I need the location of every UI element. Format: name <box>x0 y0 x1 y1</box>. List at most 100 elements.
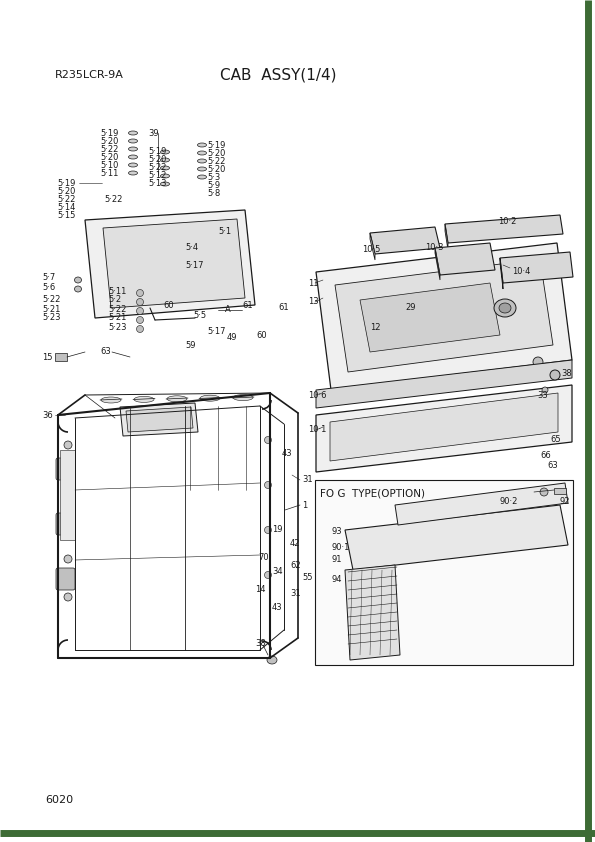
FancyBboxPatch shape <box>56 568 75 590</box>
Bar <box>315 480 573 665</box>
Text: 93: 93 <box>332 527 343 536</box>
Ellipse shape <box>129 155 137 159</box>
Text: 5·20: 5·20 <box>148 156 167 164</box>
Text: 5·17: 5·17 <box>185 260 203 269</box>
Circle shape <box>136 299 143 306</box>
Text: 43: 43 <box>282 449 293 457</box>
Text: 5·22: 5·22 <box>207 157 226 166</box>
Text: 5·12: 5·12 <box>148 172 167 180</box>
Text: 11: 11 <box>308 279 318 287</box>
Circle shape <box>265 526 271 534</box>
Text: 5·20: 5·20 <box>100 136 118 146</box>
Circle shape <box>265 436 271 444</box>
Text: 5·20: 5·20 <box>100 152 118 162</box>
Text: 5·19: 5·19 <box>148 147 167 157</box>
Text: 34: 34 <box>272 568 283 577</box>
Text: 38: 38 <box>561 370 572 379</box>
Circle shape <box>533 357 543 367</box>
Text: 10·3: 10·3 <box>425 243 443 253</box>
Text: 5·22: 5·22 <box>42 296 60 305</box>
Polygon shape <box>370 227 440 254</box>
Text: 42: 42 <box>290 539 300 547</box>
Text: 10·6: 10·6 <box>308 391 327 399</box>
Text: 5·13: 5·13 <box>148 179 167 189</box>
Text: 5·20: 5·20 <box>207 164 226 173</box>
Ellipse shape <box>101 397 121 403</box>
Ellipse shape <box>499 303 511 313</box>
Text: 61: 61 <box>278 303 289 312</box>
Text: 66: 66 <box>540 450 551 460</box>
Circle shape <box>265 482 271 488</box>
Ellipse shape <box>74 286 82 292</box>
Ellipse shape <box>134 397 154 402</box>
Ellipse shape <box>161 150 170 154</box>
Text: 12: 12 <box>370 323 380 333</box>
Ellipse shape <box>167 396 187 402</box>
Ellipse shape <box>161 158 170 162</box>
Text: 15: 15 <box>42 353 52 361</box>
Text: 5·14: 5·14 <box>57 204 76 212</box>
Bar <box>554 488 566 494</box>
Circle shape <box>64 593 72 601</box>
Circle shape <box>550 370 560 380</box>
FancyBboxPatch shape <box>56 513 75 535</box>
Polygon shape <box>370 233 375 260</box>
Text: 5·6: 5·6 <box>42 283 55 291</box>
Ellipse shape <box>161 174 170 178</box>
Text: 63: 63 <box>547 461 558 471</box>
Text: 91: 91 <box>332 556 343 564</box>
Text: 5·11: 5·11 <box>108 286 126 296</box>
Text: 5·17: 5·17 <box>207 328 226 337</box>
Text: 5·15: 5·15 <box>57 211 76 221</box>
Text: 38: 38 <box>255 638 266 647</box>
Polygon shape <box>316 385 572 472</box>
Polygon shape <box>60 450 75 540</box>
Ellipse shape <box>129 171 137 175</box>
Text: 10·4: 10·4 <box>512 267 530 275</box>
Text: 13: 13 <box>308 297 319 306</box>
Polygon shape <box>445 215 563 243</box>
Text: 36: 36 <box>42 411 53 419</box>
Text: CAB  ASSY(1/4): CAB ASSY(1/4) <box>220 67 337 83</box>
Text: 43: 43 <box>272 603 283 611</box>
Text: 5·3: 5·3 <box>207 173 220 182</box>
Ellipse shape <box>198 151 206 155</box>
Text: 5·22: 5·22 <box>100 145 118 153</box>
Ellipse shape <box>161 182 170 186</box>
Polygon shape <box>395 483 568 525</box>
Text: 5·11: 5·11 <box>100 168 118 178</box>
Text: FO G  TYPE(OPTION): FO G TYPE(OPTION) <box>320 488 425 498</box>
Text: 10·2: 10·2 <box>498 217 516 226</box>
Text: 29: 29 <box>405 303 415 312</box>
Text: 94: 94 <box>332 575 343 584</box>
Text: 60: 60 <box>256 331 267 339</box>
Text: R235LCR-9A: R235LCR-9A <box>55 70 124 80</box>
Text: 5·2: 5·2 <box>108 296 121 305</box>
Text: 5·22: 5·22 <box>108 305 126 313</box>
Text: 5·20: 5·20 <box>57 186 76 195</box>
Text: A: A <box>225 306 231 315</box>
Text: 5·19: 5·19 <box>57 179 76 188</box>
Polygon shape <box>435 248 440 280</box>
Text: 59: 59 <box>185 340 196 349</box>
Text: 5·19: 5·19 <box>100 129 118 137</box>
Text: 5·21: 5·21 <box>42 305 60 313</box>
Ellipse shape <box>198 159 206 163</box>
Ellipse shape <box>198 175 206 179</box>
Ellipse shape <box>161 166 170 170</box>
Text: 1: 1 <box>302 500 307 509</box>
FancyBboxPatch shape <box>56 458 75 480</box>
Text: 5·22: 5·22 <box>104 195 123 204</box>
Text: 14: 14 <box>255 585 265 594</box>
Polygon shape <box>120 403 198 436</box>
Text: 19: 19 <box>272 525 283 535</box>
Text: 31: 31 <box>302 476 312 484</box>
Polygon shape <box>316 243 572 390</box>
Text: 49: 49 <box>227 333 237 343</box>
Polygon shape <box>126 407 193 432</box>
Circle shape <box>64 441 72 449</box>
Text: 55: 55 <box>302 573 312 582</box>
Circle shape <box>542 387 548 393</box>
Circle shape <box>136 317 143 323</box>
Ellipse shape <box>129 147 137 151</box>
